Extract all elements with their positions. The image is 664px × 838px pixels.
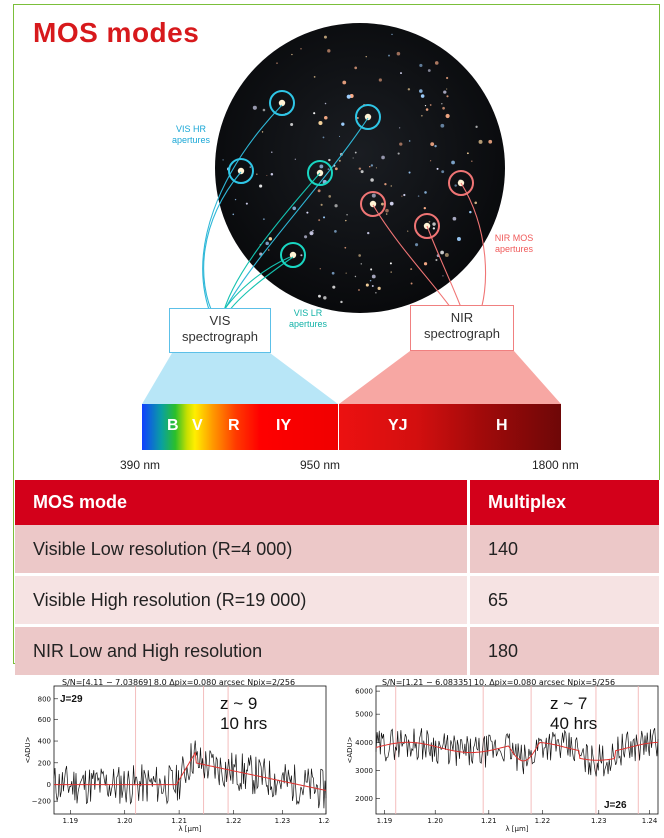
spectrum-line	[53, 740, 327, 809]
nir-band-bar	[339, 404, 561, 450]
table-header-mode: MOS mode	[15, 480, 470, 525]
vis-hr-aperture	[228, 158, 254, 184]
y-tick-label: 800	[38, 695, 51, 703]
spectrum-axes: 2000 3000 4000 5000 6000 1.19 1.20 1.21 1.22 1.23…	[346, 685, 659, 833]
table-cell-multiplex: 140	[468, 525, 662, 576]
spectrum-plot-z9: S/N=[4.11 − 7.03869] 8.0 Δpix=0.080 arcs…	[0, 672, 330, 838]
band-label-yj: YJ	[388, 417, 408, 434]
nir-aperture	[360, 191, 386, 217]
nir-spectrograph-box: NIR spectrograph	[410, 305, 514, 351]
plot-redshift: z ~ 7	[550, 694, 588, 713]
y-tick-label: 200	[38, 759, 51, 767]
table-cell-mode: NIR Low and High resolution	[15, 625, 470, 678]
table-header-row: MOS mode Multiplex	[15, 480, 662, 525]
model-line	[375, 741, 658, 762]
table-row: Visible Low resolution (R=4 000) 140	[15, 525, 662, 576]
nir-mos-label: NIR MOS apertures	[494, 233, 534, 254]
vis-lr-aperture	[280, 242, 306, 268]
x-tick-label: 1.21	[481, 817, 497, 825]
band-label-v: V	[192, 417, 203, 434]
vis-spectrograph-box: VIS spectrograph	[169, 308, 271, 353]
vis-hr-label: VIS HR apertures	[171, 124, 211, 145]
wavelength-label-390: 390 nm	[120, 458, 161, 472]
visible-band-bar	[142, 404, 338, 450]
wavelength-label-1800: 1800 nm	[532, 458, 579, 472]
x-axis-label: λ [μm]	[505, 825, 528, 833]
spectrum-plot-z7: S/N=[1.21 − 6.08335] 10. Δpix=0.080 arcs…	[332, 672, 664, 838]
nir-aperture	[448, 170, 474, 196]
y-tick-label: 4000	[355, 739, 373, 747]
y-tick-label: 6000	[355, 688, 373, 696]
nir-aperture	[414, 213, 440, 239]
x-tick-label: 1.20	[117, 817, 133, 825]
table-cell-mode: Visible Low resolution (R=4 000)	[15, 525, 470, 576]
x-tick-label: 1.19	[377, 817, 393, 825]
vis-hr-fibers	[202, 104, 369, 319]
x-tick-label: 1.23	[275, 817, 291, 825]
x-tick-label: 1.22	[226, 817, 242, 825]
table-cell-multiplex: 180	[468, 625, 662, 678]
vis-lr-aperture	[307, 160, 333, 186]
band-label-b: B	[167, 417, 179, 434]
x-tick-label: 1.22	[535, 817, 551, 825]
vis-hr-aperture	[269, 90, 295, 116]
vis-hr-aperture	[355, 104, 381, 130]
spectrum-line	[375, 727, 659, 777]
table-row: Visible High resolution (R=19 000) 65	[15, 574, 662, 627]
apertures	[228, 90, 474, 268]
plot-header: S/N=[1.21 − 6.08335] 10. Δpix=0.080 arcs…	[382, 678, 616, 687]
table-cell-multiplex: 65	[468, 574, 662, 627]
plot-exposure-time: 10 hrs	[220, 714, 268, 733]
x-tick-label: 1.21	[171, 817, 187, 825]
band-label-h: H	[496, 417, 508, 434]
y-tick-label: 400	[38, 738, 51, 746]
y-tick-label: 2000	[355, 795, 373, 803]
x-tick-label: 1.23	[591, 817, 607, 825]
plot-exposure-time: 40 hrs	[550, 714, 598, 733]
x-tick-label: 1.24	[318, 817, 330, 825]
plot-header: S/N=[4.11 − 7.03869] 8.0 Δpix=0.080 arcs…	[62, 678, 296, 687]
model-line	[54, 751, 327, 791]
sky-field-diagram	[142, 23, 561, 404]
y-tick-label: 3000	[355, 767, 373, 775]
x-tick-label: 1.20	[427, 817, 443, 825]
page-title: MOS modes	[33, 17, 200, 48]
spectrum-axes: −200 0 200 400 600 800 1.19 1.20 1.21 1.22 1.23 1.2…	[24, 685, 330, 833]
vis-wedge	[142, 353, 338, 404]
y-axis-label: <ADU>	[24, 736, 32, 763]
mos-modes-table: MOS mode Multiplex Visible Low resolutio…	[15, 480, 662, 678]
plot-redshift: z ~ 9	[220, 694, 258, 713]
y-axis-label: <ADU>	[346, 736, 354, 763]
y-tick-label: −200	[32, 798, 51, 806]
table-cell-mode: Visible High resolution (R=19 000)	[15, 574, 470, 627]
band-label-r: R	[228, 417, 240, 434]
table-header-multiplex: Multiplex	[468, 480, 662, 525]
star-field	[222, 33, 493, 304]
y-tick-label: 600	[38, 716, 51, 724]
x-axis-label: λ [μm]	[178, 825, 201, 833]
wavelength-label-950: 950 nm	[300, 458, 341, 472]
x-tick-label: 1.24	[642, 817, 658, 825]
plot-j-label: J=26	[604, 800, 627, 811]
plot-j-label: J=29	[60, 694, 83, 705]
x-tick-label: 1.19	[63, 817, 79, 825]
band-label-iy: IY	[276, 417, 292, 434]
y-tick-label: 5000	[355, 711, 373, 719]
nir-wedge	[339, 351, 561, 404]
table-row: NIR Low and High resolution 180	[15, 625, 662, 678]
y-tick-label: 0	[47, 781, 51, 789]
vis-lr-label: VIS LR apertures	[288, 308, 328, 329]
